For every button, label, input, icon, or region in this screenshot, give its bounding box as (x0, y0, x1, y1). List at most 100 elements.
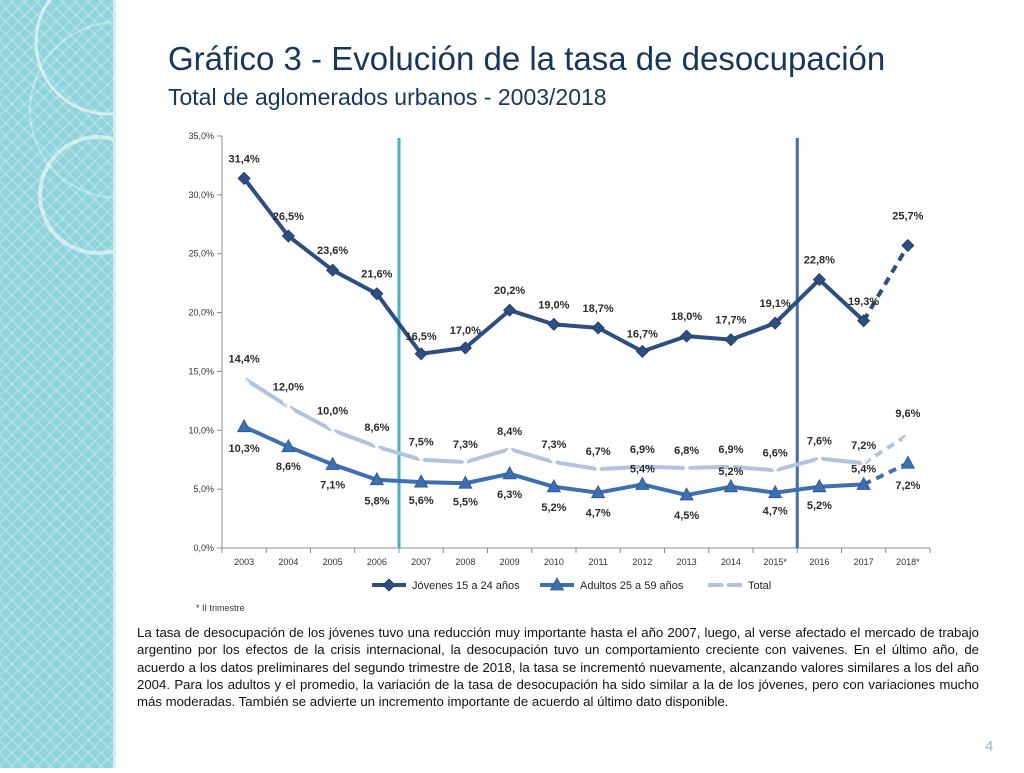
x-tick-label: 2004 (278, 557, 298, 567)
data-label: 5,6% (409, 495, 434, 507)
triangle-marker (325, 456, 340, 470)
triangle-marker (679, 487, 694, 501)
chart-footnote: * II trimestre (196, 603, 245, 613)
x-tick-label: 2006 (367, 557, 387, 567)
data-label: 21,6% (361, 269, 392, 281)
legend-label: Jóvenes 15 a 24 años (412, 580, 520, 592)
y-tick-label: 30,0% (188, 190, 214, 200)
x-tick-label: 2007 (411, 557, 431, 567)
data-label: 6,7% (586, 446, 611, 458)
star-marker (548, 456, 560, 469)
star-marker (769, 464, 781, 477)
triangle-marker (369, 471, 385, 486)
data-label: 4,7% (763, 506, 788, 518)
series-dashed-segment (862, 433, 909, 465)
x-tick-label: 2015* (763, 557, 787, 567)
decorative-circles (29, 0, 207, 255)
data-label: 7,2% (895, 480, 920, 492)
y-tick-label: 35,0% (188, 131, 214, 141)
data-label: 6,3% (497, 489, 522, 501)
star-marker (282, 400, 294, 413)
x-tick-label: 2016 (809, 557, 829, 567)
decorative-side-band (0, 0, 207, 768)
data-label: 4,5% (674, 510, 699, 522)
data-label: 20,2% (494, 285, 525, 297)
diamond-marker (547, 317, 561, 331)
decorative-circle-2 (38, 135, 158, 255)
x-tick-label: 2013 (677, 557, 697, 567)
x-tick-label: 2005 (323, 557, 343, 567)
x-tick-label: 2009 (500, 557, 520, 567)
star-marker (371, 440, 383, 453)
data-label: 6,6% (763, 447, 788, 459)
data-label: 5,2% (718, 466, 743, 478)
diamond-marker (326, 263, 340, 277)
star-marker (902, 428, 914, 441)
data-label: 22,8% (804, 255, 835, 267)
x-tick-label: 2014 (721, 557, 741, 567)
y-tick-label: 5,0% (193, 484, 214, 494)
y-tick-label: 15,0% (188, 366, 214, 376)
decorative-circle-3 (29, 21, 207, 199)
data-label: 25,7% (892, 210, 923, 222)
data-label: 8,4% (497, 426, 522, 438)
data-label: 7,5% (409, 437, 434, 449)
star-marker (719, 579, 731, 591)
diamond-marker (680, 329, 694, 343)
page-title: Gráfico 3 - Evolución de la tasa de deso… (168, 40, 886, 77)
data-label: 6,9% (718, 444, 743, 456)
triangle-marker (458, 475, 473, 489)
diamond-marker (281, 229, 295, 243)
triangle-marker (546, 478, 562, 493)
data-label: 19,1% (760, 298, 791, 310)
diamond-marker (857, 314, 871, 328)
data-label: 5,4% (630, 463, 655, 475)
triangle-marker (236, 418, 252, 433)
data-label: 10,0% (317, 405, 348, 417)
description-paragraph: La tasa de desocupación de los jóvenes t… (137, 625, 979, 710)
data-label: 4,7% (586, 508, 611, 520)
triangle-marker (856, 476, 871, 490)
data-label: 8,6% (364, 422, 389, 434)
data-label: 10,3% (229, 443, 260, 455)
triangle-marker (590, 484, 606, 499)
diamond-marker (768, 316, 782, 330)
data-label: 19,3% (848, 296, 879, 308)
data-label: 5,2% (807, 500, 832, 512)
side-rule (113, 0, 116, 768)
data-label: 8,6% (276, 461, 301, 473)
data-label: 18,0% (671, 311, 702, 323)
data-label: 7,3% (453, 439, 478, 451)
data-label: 6,9% (630, 444, 655, 456)
triangle-marker (767, 484, 783, 499)
star-marker (327, 424, 339, 437)
x-tick-label: 2017 (854, 557, 874, 567)
page-number: 4 (985, 738, 994, 755)
data-label: 18,7% (583, 303, 614, 315)
star-marker (504, 443, 516, 456)
star-marker (415, 453, 427, 466)
diamond-marker (724, 333, 738, 347)
x-tick-label: 2010 (544, 557, 564, 567)
data-label: 7,3% (541, 439, 566, 451)
data-label: 23,6% (317, 245, 348, 257)
data-label: 9,6% (895, 408, 920, 420)
data-label: 7,6% (807, 436, 832, 448)
legend-label: Adultos 25 a 59 años (580, 580, 684, 592)
diamond-marker (382, 578, 396, 592)
star-marker (681, 461, 693, 474)
triangle-marker (549, 577, 565, 591)
diamond-marker (591, 321, 605, 335)
diamond-marker (370, 287, 384, 301)
data-label: 5,4% (851, 463, 876, 475)
data-label: 5,8% (364, 496, 389, 508)
data-label: 26,5% (273, 211, 304, 223)
y-tick-label: 20,0% (188, 308, 214, 318)
x-tick-label: 2008 (455, 557, 475, 567)
diamond-marker (901, 238, 915, 253)
series-dashed-segment (861, 244, 910, 322)
y-tick-label: 0,0% (193, 543, 214, 553)
legend-label: Total (748, 580, 771, 592)
triangle-marker (723, 478, 739, 493)
diamond-marker (812, 273, 826, 287)
